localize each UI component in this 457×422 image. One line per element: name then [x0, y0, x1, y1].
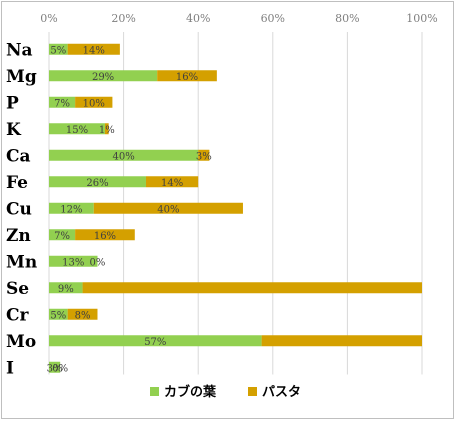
- bar-kabu: [49, 255, 98, 267]
- data-label: 14%: [83, 45, 105, 56]
- bar-kabu: [49, 202, 94, 214]
- bar-kabu: [49, 43, 68, 55]
- bar-pasta: [67, 43, 120, 55]
- data-label: 29%: [92, 72, 114, 83]
- x-tick-label: 100%: [406, 12, 437, 25]
- data-label: 9%: [58, 284, 74, 295]
- category-label: P: [6, 93, 19, 113]
- bar-kabu: [49, 149, 199, 161]
- data-label: 8%: [75, 310, 91, 321]
- category-label: I: [6, 358, 14, 378]
- bar-pasta: [82, 282, 422, 294]
- bar-kabu: [49, 308, 68, 320]
- bar-kabu: [49, 70, 158, 82]
- bar-pasta: [75, 229, 135, 241]
- bar-pasta: [145, 176, 199, 188]
- bar-pasta: [67, 308, 98, 320]
- data-label: 14%: [161, 178, 183, 189]
- data-label: 7%: [54, 98, 70, 109]
- x-tick-label: 80%: [335, 12, 359, 25]
- data-label: 26%: [86, 178, 108, 189]
- bar-kabu: [49, 229, 76, 241]
- bar-kabu: [49, 335, 262, 347]
- category-label: Na: [6, 40, 33, 60]
- bar-kabu: [49, 361, 61, 373]
- category-label: Mo: [6, 332, 36, 352]
- x-tick-label: 60%: [261, 12, 285, 25]
- data-label: 7%: [54, 231, 70, 242]
- category-label: Mg: [6, 67, 37, 87]
- x-tick-label: 0%: [40, 12, 57, 25]
- bar-pasta: [157, 70, 217, 82]
- bar-kabu: [49, 282, 83, 294]
- category-label: Zn: [6, 226, 31, 246]
- category-label: Se: [6, 279, 29, 299]
- category-label: Cu: [6, 199, 32, 219]
- category-label: Cr: [6, 305, 30, 325]
- data-label: 57%: [144, 337, 166, 348]
- bar-pasta: [75, 96, 113, 108]
- data-label: 0%: [90, 257, 106, 268]
- x-tick-label: 20%: [111, 12, 135, 25]
- bar-kabu: [49, 96, 76, 108]
- data-label: 5%: [50, 310, 66, 321]
- category-label: Ca: [6, 146, 31, 166]
- legend-label: カブの葉: [164, 384, 217, 400]
- bar-pasta: [261, 335, 422, 347]
- data-label: 40%: [157, 204, 179, 215]
- legend-swatch: [248, 387, 257, 396]
- bar-pasta: [93, 202, 243, 214]
- data-label: 0%: [52, 363, 68, 374]
- bar-pasta: [104, 123, 109, 135]
- data-label: 13%: [62, 257, 84, 268]
- bar-kabu: [49, 176, 146, 188]
- category-label: Fe: [6, 173, 28, 193]
- data-label: 10%: [83, 98, 105, 109]
- data-label: 15%: [66, 125, 88, 136]
- data-label: 1%: [99, 125, 115, 136]
- data-label: 3%: [196, 151, 212, 162]
- x-tick-label: 40%: [186, 12, 210, 25]
- category-label: K: [6, 120, 22, 140]
- data-label: 3%: [47, 363, 63, 374]
- bar-kabu: [49, 123, 105, 135]
- category-label: Mn: [6, 252, 37, 272]
- data-label: 12%: [60, 204, 82, 215]
- legend-swatch: [150, 387, 159, 396]
- bar-pasta: [198, 149, 210, 161]
- data-label: 16%: [176, 72, 198, 83]
- legend-label: パスタ: [262, 385, 301, 400]
- data-label: 40%: [112, 151, 134, 162]
- data-label: 16%: [94, 231, 116, 242]
- data-label: 5%: [50, 45, 66, 56]
